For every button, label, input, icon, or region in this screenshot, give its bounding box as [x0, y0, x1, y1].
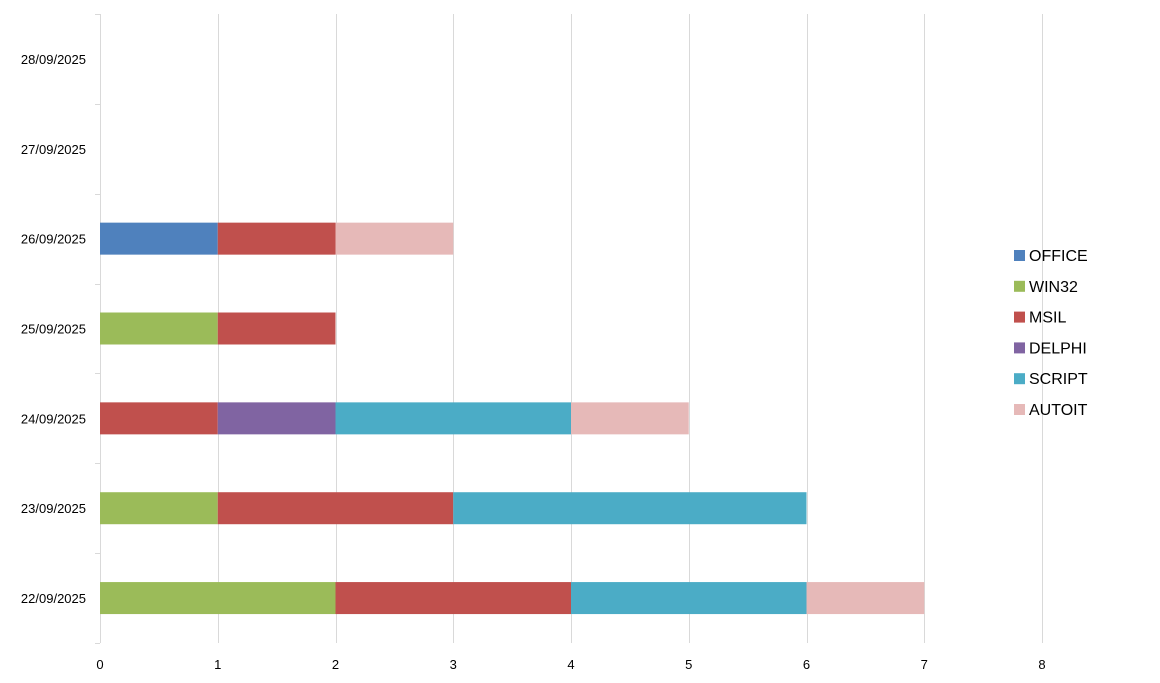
- bar-win32-1: [100, 492, 218, 525]
- x-tick-label: 8: [1038, 657, 1045, 672]
- bar-msil-1: [217, 492, 454, 525]
- legend-label-autoit: AUTOIT: [1029, 402, 1088, 419]
- legend-swatch-msil: [1014, 311, 1025, 323]
- x-tick-label: 1: [214, 657, 221, 672]
- legend-label-delphi: DELPHI: [1029, 340, 1087, 357]
- x-tick-label: 3: [450, 657, 457, 672]
- bar-msil-4: [217, 222, 336, 255]
- legend-label-msil: MSIL: [1029, 310, 1066, 327]
- bar-autoit-2: [571, 402, 689, 435]
- bar-script-2: [335, 402, 571, 435]
- x-tick-label: 7: [921, 657, 928, 672]
- legend-label-office: OFFICE: [1029, 248, 1088, 265]
- bar-autoit-0: [806, 582, 925, 615]
- y-tick-label: 24/09/2025: [21, 411, 86, 426]
- bar-script-0: [571, 582, 807, 615]
- legend-swatch-win32: [1014, 280, 1025, 292]
- legend-label-script: SCRIPT: [1029, 371, 1088, 388]
- y-tick-label: 28/09/2025: [21, 52, 86, 67]
- bar-win32-3: [100, 312, 218, 345]
- y-tick-label: 25/09/2025: [21, 322, 86, 337]
- x-tick-label: 2: [332, 657, 339, 672]
- legend-label-win32: WIN32: [1029, 279, 1078, 296]
- y-tick-label: 26/09/2025: [21, 232, 86, 247]
- y-tick-label: 27/09/2025: [21, 142, 86, 157]
- x-tick-label: 6: [803, 657, 810, 672]
- bar-script-1: [453, 492, 807, 525]
- y-tick-label: 22/09/2025: [21, 591, 86, 606]
- legend-swatch-office: [1014, 250, 1025, 261]
- y-tick-label: 23/09/2025: [21, 501, 86, 516]
- x-tick-label: 4: [567, 657, 574, 672]
- bar-autoit-4: [335, 222, 454, 255]
- bar-msil-3: [217, 312, 336, 345]
- x-tick-label: 0: [96, 657, 103, 672]
- bar-msil-2: [100, 402, 218, 435]
- legend-swatch-script: [1014, 373, 1025, 385]
- legend-swatch-delphi: [1014, 342, 1025, 354]
- legend-swatch-autoit: [1014, 404, 1025, 415]
- bar-win32-0: [100, 582, 336, 615]
- bar-office-4: [100, 222, 218, 255]
- x-tick-label: 5: [685, 657, 692, 672]
- bar-msil-0: [335, 582, 571, 615]
- bar-delphi-2: [217, 402, 336, 435]
